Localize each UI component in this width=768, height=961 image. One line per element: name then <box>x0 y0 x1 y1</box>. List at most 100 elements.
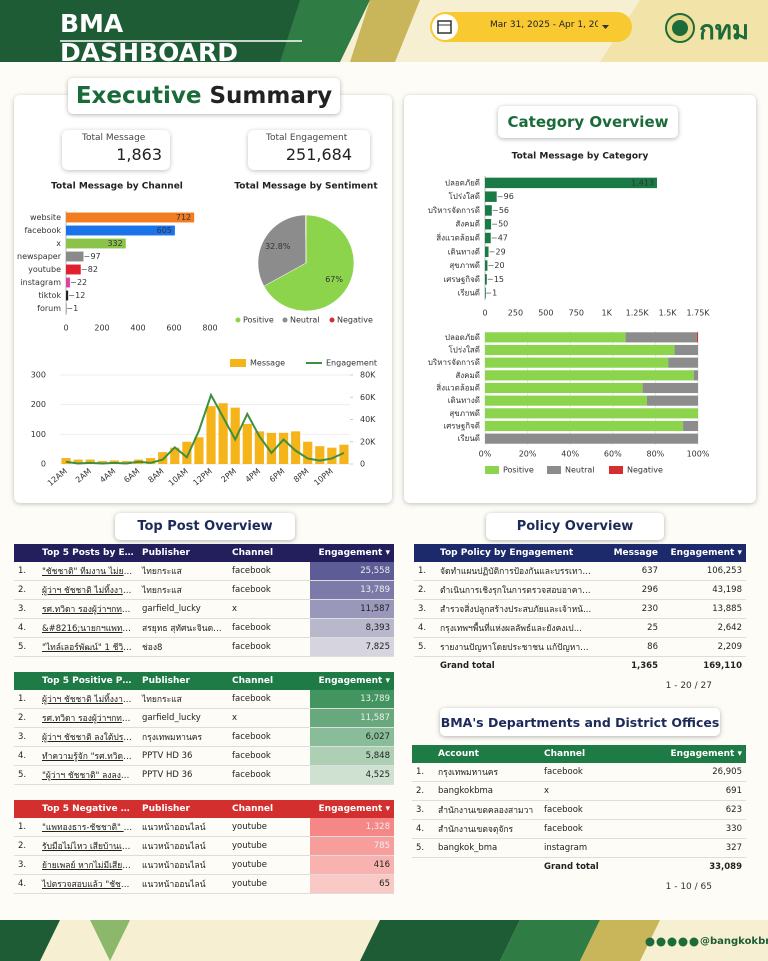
header-cell: Channel <box>232 548 274 558</box>
table-cell: 5. <box>14 637 38 657</box>
total-cell: 169,110 <box>703 661 742 671</box>
bar <box>291 431 301 464</box>
table-cell: garfield_lucky <box>138 599 228 619</box>
y-tick-label: youtube <box>28 265 61 274</box>
table-cell: สรยุทธ สุทัศนะจินดา กรร... <box>138 618 228 638</box>
table-cell: 416 <box>310 855 394 875</box>
bar <box>61 458 71 464</box>
data-label: 1 <box>73 304 78 313</box>
table-host: Account Channel Engagement ▾ 1. กรุงเทพมหานค… <box>412 745 746 892</box>
table-cell: x <box>540 781 650 801</box>
x-tick-label: 6PM <box>268 466 287 484</box>
table-cell[interactable]: ผู้ว่าฯ ชัชชาติ ลงใต้ประเม... <box>38 727 138 747</box>
x-tick-label: 200 <box>94 324 109 333</box>
section-title: Top Post Overview <box>115 513 295 540</box>
data-label: 12 <box>75 291 85 300</box>
section-title: BMA's Departments and District Offices <box>440 708 720 736</box>
channel-chart: Total Message by Channel 0 200 400 600 800 web… <box>17 182 218 333</box>
data-table: Top 5 Negative P... Publisher Channel Engag… <box>14 800 394 894</box>
bar-segment <box>642 382 698 394</box>
date-picker[interactable] <box>430 12 632 42</box>
bar-segment <box>485 344 675 356</box>
table-cell: 13,789 <box>310 690 394 709</box>
bar-segment <box>485 357 669 368</box>
table-cell: youtube <box>228 855 310 875</box>
table-cell: 3. <box>414 599 436 619</box>
table-cell: bangkokbma <box>434 781 540 801</box>
bar <box>66 225 175 236</box>
executive-title: Executive Summary <box>68 78 340 114</box>
x-tick-label: 60% <box>604 450 622 459</box>
table-cell[interactable]: รับมือไม่ไหว เสียบ้านเมือ... <box>38 836 138 856</box>
x-tick-label: 0 <box>63 324 68 333</box>
header-cell[interactable]: Engagement ▾ <box>670 749 742 759</box>
table-cell: PPTV HD 36 <box>138 765 228 785</box>
table-row: 3. ผู้ว่าฯ ชัชชาติ ลงใต้ประเม... กรุงเทพมห… <box>14 727 394 747</box>
table-cell[interactable]: รศ.ทวิดา รองผู้ว่าฯกทม.พื้... <box>38 708 138 728</box>
x-tick-label: 12PM <box>191 466 214 487</box>
table-cell: 86 <box>596 637 662 657</box>
table-cell[interactable]: ย้ายเพลย์ หากไม่มีเสียงเย... <box>38 855 138 875</box>
header-cell[interactable]: Engagement ▾ <box>318 676 390 686</box>
table-row: 4. &#8216;นายกฯแพทองธ... สรยุทธ สุทัศนะจิน… <box>14 618 394 638</box>
bar <box>66 290 69 301</box>
pagination: 1 - 10 / 65 <box>412 882 746 892</box>
data-label: 15 <box>494 275 504 284</box>
y-tick-label: เดินทางดี <box>448 247 480 256</box>
data-label: 332 <box>107 239 122 248</box>
table-cell[interactable]: รศ.ทวิดา รองผู้ว่าฯกทม.พื้... <box>38 599 138 619</box>
table-cell: 2. <box>14 708 38 728</box>
table-cell[interactable]: ทำความรู้จัก "รศ.ทวิดา ร... <box>38 746 138 766</box>
legend-label: Neutral <box>290 316 320 325</box>
table-cell[interactable]: ผู้ว่าฯ ชัชชาติ ไม่ทิ้งงานน... <box>38 580 138 600</box>
table-cell: 637 <box>596 562 662 581</box>
header-cell[interactable]: Engagement ▾ <box>318 548 390 558</box>
header-row: Top Policy by Engagement Message Engagemen… <box>414 544 746 562</box>
table-cell: รายงานปัญหาโดยประชาชน แก้ปัญหาโด... <box>436 637 596 657</box>
table-cell: 623 <box>650 800 746 820</box>
table-cell: 25,558 <box>310 562 394 581</box>
bar <box>66 264 81 275</box>
bar <box>66 238 126 249</box>
chart-title: Total Message by Category <box>512 152 649 162</box>
pagination-label: 1 - 10 / 65 <box>665 882 712 892</box>
table-cell[interactable]: &#8216;นายกฯแพทองธ... <box>38 618 138 638</box>
y-tick-label: ปลอดภัยดี <box>445 178 480 187</box>
data-label: 67% <box>325 275 343 284</box>
table-cell: facebook <box>228 618 310 638</box>
table-row: 5. bangkok_bma instagram 327 <box>412 838 746 858</box>
table-cell: facebook <box>228 765 310 785</box>
header-cell <box>412 745 434 763</box>
table-cell: 5. <box>412 838 434 858</box>
header-cell[interactable]: Engagement ▾ <box>318 804 390 814</box>
table-cell: 2. <box>414 580 436 600</box>
table-cell: 2. <box>14 580 38 600</box>
y-tick-label: 300 <box>31 371 46 380</box>
x-tick-label: 1.75K <box>686 309 710 318</box>
data-table: Top 5 Positive Po... Publisher Channel Enga… <box>14 672 394 785</box>
table-cell: กรุงเทพมหานคร <box>138 727 228 747</box>
table-cell: 13,789 <box>310 580 394 600</box>
bar-segment <box>485 433 698 444</box>
section-title: Policy Overview <box>486 513 664 540</box>
legend-swatch <box>329 317 335 323</box>
header-cell: Publisher <box>142 804 190 814</box>
header-cell[interactable]: Engagement ▾ <box>670 548 742 558</box>
table-cell[interactable]: "ไทล์เลอร์พัฒน์" 1 ชีวิต กัป... <box>38 637 138 657</box>
table-cell[interactable]: ผู้ว่าฯ ชัชชาติ ไม่ทิ้งงานน... <box>38 690 138 709</box>
y2-tick-label: 40K <box>360 415 376 424</box>
date-range[interactable]: Mar 31, 2025 - Apr 1, 202 <box>490 20 598 30</box>
y-tick-label: forum <box>37 304 61 313</box>
header-band <box>0 0 768 62</box>
table-cell[interactable]: "ชัชชาติ" ทีมงาน ไม่ยอมเล... <box>38 562 138 581</box>
data-label: 56 <box>499 206 509 215</box>
y-tick-label: โปร่งใสดี <box>448 191 480 201</box>
bar <box>170 447 180 464</box>
table-cell[interactable]: "ผู้ว่าฯ ชัชชาติ" ลงลงพื้นที... <box>38 765 138 785</box>
legend-label: Positive <box>243 316 274 325</box>
table-cell[interactable]: ไปตรวจสอบแล้ว "ชัชชาติ"... <box>38 874 138 894</box>
bar <box>315 446 325 464</box>
table-cell[interactable]: "แพทองธาร-ชัชชาติ" ลงพ... <box>38 818 138 837</box>
header-row: Top 5 Positive Po... Publisher Channel Enga… <box>14 672 394 690</box>
